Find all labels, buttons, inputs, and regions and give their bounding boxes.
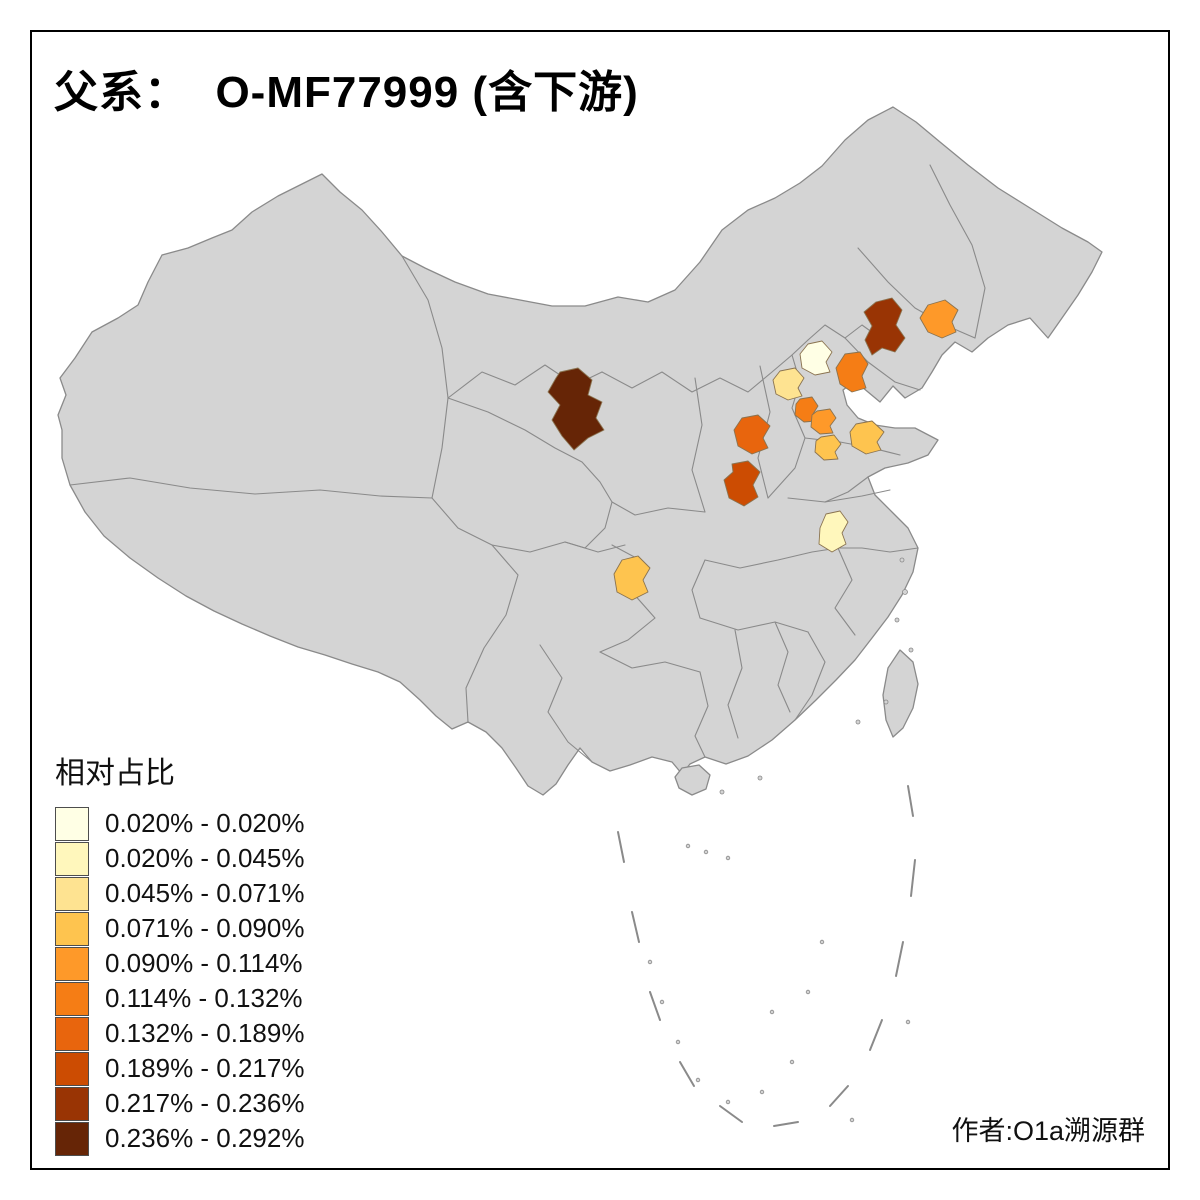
attribution: 作者:O1a溯源群 — [951, 1116, 1145, 1146]
highlight-region-4 — [835, 351, 869, 393]
legend-swatch — [55, 1121, 89, 1156]
legend-label: 0.020% - 0.020% — [105, 808, 305, 838]
legend-label: 0.236% - 0.292% — [105, 1123, 305, 1153]
highlight-region-8 — [810, 408, 837, 435]
legend-swatch — [55, 981, 89, 1016]
legend-swatch — [55, 1051, 89, 1086]
legend-label: 0.071% - 0.090% — [105, 913, 305, 943]
highlight-region-2 — [863, 297, 906, 356]
highlight-region-14 — [613, 555, 651, 601]
legend-item: 0.114% - 0.132% — [55, 981, 304, 1016]
legend-item: 0.020% - 0.045% — [55, 841, 304, 876]
legend-swatch — [55, 911, 89, 946]
legend-swatch — [55, 946, 89, 981]
highlight-region-5 — [799, 340, 833, 376]
highlight-region-10 — [814, 434, 842, 461]
highlight-region-3 — [919, 299, 959, 339]
legend: 相对占比 0.020% - 0.020% 0.020% - 0.045% 0.045… — [55, 748, 304, 1156]
legend-title: 相对占比 — [55, 757, 175, 790]
highlight-region-11 — [849, 420, 885, 455]
legend-items: 0.020% - 0.020% 0.020% - 0.045% 0.045% - 0… — [55, 806, 304, 1156]
legend-label: 0.217% - 0.236% — [105, 1088, 305, 1118]
coastal-islands — [647, 557, 914, 1123]
legend-item: 0.236% - 0.292% — [55, 1121, 304, 1156]
legend-swatch — [55, 806, 89, 841]
legend-item: 0.045% - 0.071% — [55, 876, 304, 911]
highlight-region-12 — [723, 460, 761, 507]
highlighted-regions — [547, 297, 959, 601]
legend-item: 0.217% - 0.236% — [55, 1086, 304, 1121]
province-borders — [69, 164, 986, 763]
highlight-region-6 — [772, 367, 805, 401]
legend-swatch — [55, 876, 89, 911]
legend-label: 0.020% - 0.045% — [105, 843, 305, 873]
highlight-region-1 — [547, 367, 605, 451]
legend-label: 0.189% - 0.217% — [105, 1053, 305, 1083]
south-china-sea-dash-line — [617, 785, 916, 1127]
highlight-region-13 — [818, 510, 849, 553]
legend-label: 0.045% - 0.071% — [105, 878, 305, 908]
page-title: 父系： O-MF77999 (含下游) — [54, 68, 639, 117]
legend-item: 0.090% - 0.114% — [55, 946, 304, 981]
legend-label: 0.132% - 0.189% — [105, 1018, 305, 1048]
taiwan-island — [882, 649, 919, 738]
legend-label: 0.090% - 0.114% — [105, 948, 303, 978]
legend-item: 0.132% - 0.189% — [55, 1016, 304, 1051]
legend-swatch — [55, 1086, 89, 1121]
legend-item: 0.189% - 0.217% — [55, 1051, 304, 1086]
legend-item: 0.071% - 0.090% — [55, 911, 304, 946]
legend-label: 0.114% - 0.132% — [105, 983, 303, 1013]
legend-item: 0.020% - 0.020% — [55, 806, 304, 841]
hainan-island — [674, 764, 711, 796]
china-mainland — [57, 106, 1103, 796]
legend-swatch — [55, 841, 89, 876]
legend-swatch — [55, 1016, 89, 1051]
highlight-region-9 — [733, 414, 771, 455]
